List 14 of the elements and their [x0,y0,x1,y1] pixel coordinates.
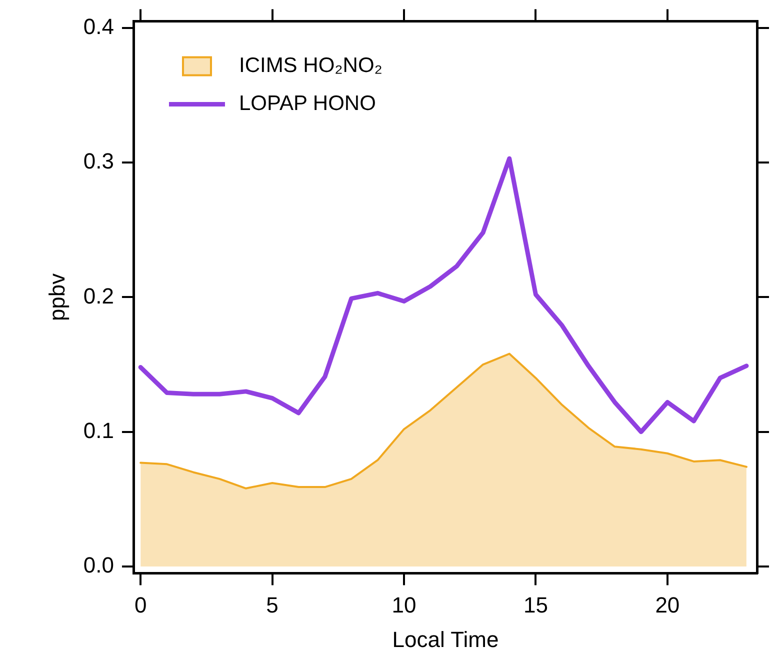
x-tick-label: 5 [266,592,278,618]
y-tick-label: 0.4 [83,14,114,39]
legend-label: ICIMS HO₂NO₂ [238,54,382,77]
x-tick-label: 15 [523,592,548,618]
y-tick-label: 0.3 [83,148,114,174]
y-tick-label: 0.1 [83,418,114,443]
y-tick-label: 0.0 [83,552,114,578]
x-tick-label: 0 [134,592,147,618]
x-axis-title: Local Time [392,626,499,652]
x-tick-label: 10 [392,592,416,618]
legend-label: LOPAP HONO [238,92,376,115]
y-tick-label: 0.2 [83,283,114,308]
y-axis-title: ppbv [44,273,70,322]
x-tick-label: 20 [655,592,680,618]
